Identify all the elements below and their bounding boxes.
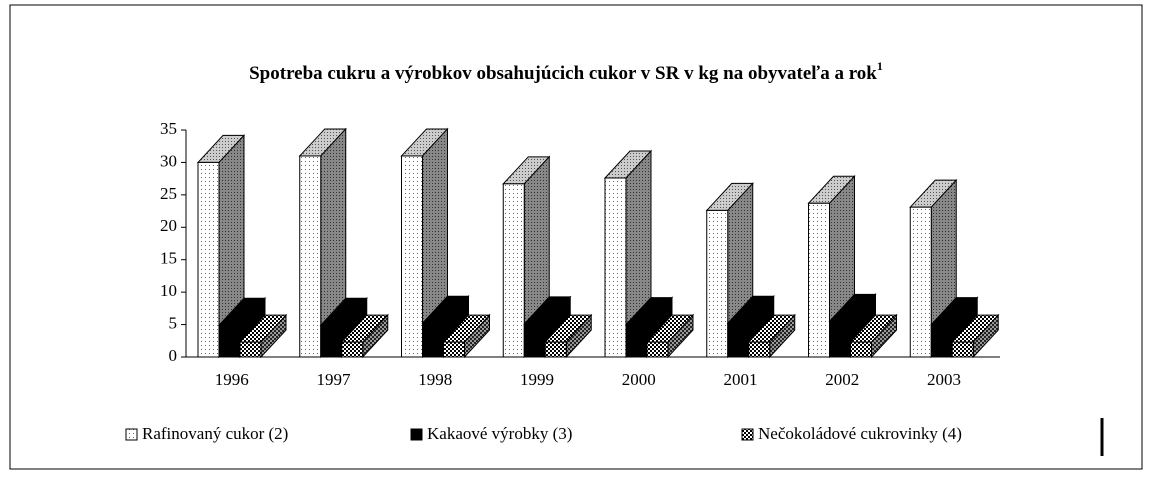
bar-front [930, 324, 953, 358]
y-tick-label: 30 [160, 151, 177, 170]
y-tick-label: 15 [160, 249, 177, 268]
legend-swatch [125, 428, 138, 441]
y-tick-label: 10 [160, 281, 177, 300]
x-tick-label: 1998 [418, 370, 452, 389]
x-tick-label: 2001 [724, 370, 758, 389]
bar [849, 313, 898, 359]
bar [298, 127, 347, 359]
bar-front [909, 206, 932, 358]
x-tick-label: 1999 [520, 370, 554, 389]
bar-front [646, 341, 669, 358]
x-tick-label: 2002 [825, 370, 859, 389]
bar-front [239, 341, 262, 358]
bar-front [443, 341, 465, 358]
bar-front [320, 324, 343, 358]
bar [603, 149, 653, 359]
bar [645, 313, 695, 359]
y-tick-label: 35 [160, 119, 177, 138]
bar-front [625, 324, 648, 358]
y-tick-label: 5 [169, 313, 178, 332]
bar-front [299, 155, 322, 358]
bar [238, 313, 288, 359]
bar [400, 127, 449, 359]
bar-front [422, 322, 444, 358]
bar-front [544, 341, 567, 358]
bar-front [523, 323, 546, 358]
x-tick-label: 2003 [927, 370, 961, 389]
bar [340, 313, 389, 359]
legend-label: Nečokoládové cukrovinky (4) [758, 424, 962, 443]
bar [217, 296, 267, 359]
bar-front [218, 324, 241, 358]
y-tick-label: 20 [160, 216, 177, 235]
chart-title: Spotreba cukru a výrobkov obsahujúcich c… [249, 59, 883, 85]
legend-label: Kakaové výrobky (3) [427, 424, 572, 443]
legend-swatch [410, 428, 423, 441]
bar-front [401, 155, 423, 358]
bar-front [502, 183, 525, 358]
bar-front [748, 341, 771, 358]
bar [442, 313, 491, 359]
bar [544, 313, 593, 359]
bar-front [829, 320, 851, 358]
x-tick-label: 1997 [317, 370, 352, 389]
x-tick-label: 1996 [215, 370, 249, 389]
bar [951, 313, 1000, 359]
bar [747, 313, 796, 359]
bar-front [808, 202, 830, 358]
bar-front [706, 209, 729, 358]
bar-front [604, 177, 627, 358]
bar-front [951, 341, 974, 358]
bar [196, 134, 246, 359]
y-tick-label: 25 [160, 184, 177, 203]
bar-front [727, 322, 750, 358]
legend-label: Rafinovaný cukor (2) [142, 424, 288, 443]
bar-front [850, 341, 872, 358]
legend-swatch [741, 428, 754, 441]
bar-front [197, 161, 220, 358]
y-tick-label: 0 [169, 346, 178, 365]
bar-front [341, 341, 364, 358]
x-tick-label: 2000 [622, 370, 656, 389]
